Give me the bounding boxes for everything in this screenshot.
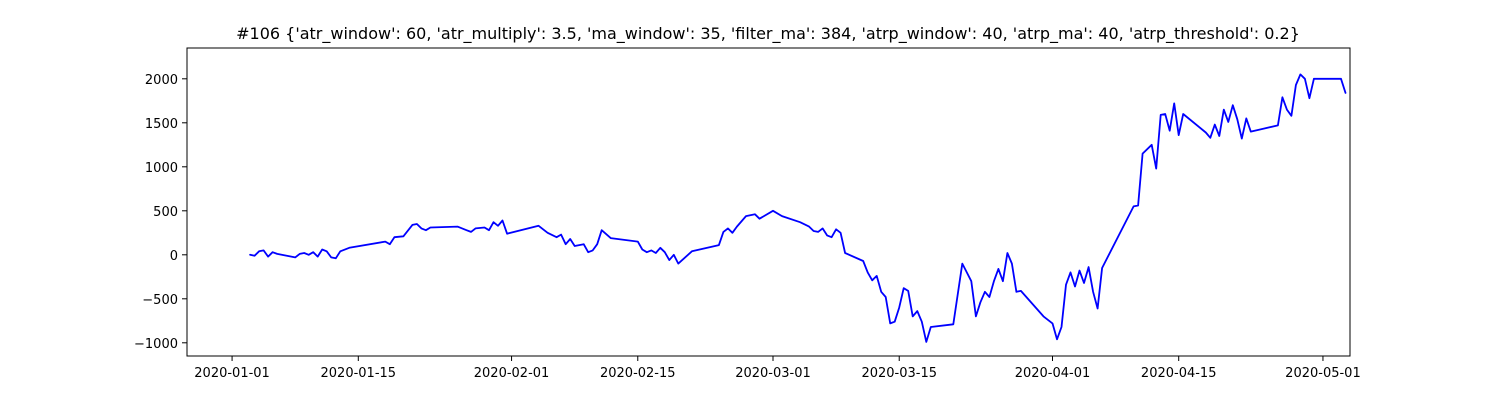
x-tick-label: 2020-04-01 <box>1015 366 1091 381</box>
series-line <box>249 73 1347 343</box>
x-axis: 2020-01-01 2020-01-15 2020-02-01 2020-02-15… <box>194 356 1361 381</box>
chart-title: #106 {'atr_window': 60, 'atr_multiply': … <box>236 24 1300 44</box>
y-tick-label: 1000 <box>145 161 178 176</box>
x-tick-label: 2020-03-01 <box>735 366 811 381</box>
plot-area <box>249 73 1347 343</box>
y-tick-label: 1500 <box>145 117 178 132</box>
y-tick-label: 0 <box>170 249 178 264</box>
y-tick-label: 500 <box>153 205 178 220</box>
y-tick-label: −1000 <box>134 337 178 352</box>
x-tick-label: 2020-01-15 <box>321 366 397 381</box>
x-tick-label: 2020-03-15 <box>861 366 937 381</box>
x-tick-label: 2020-01-01 <box>194 366 270 381</box>
y-tick-label: −500 <box>142 293 178 308</box>
x-tick-label: 2020-04-15 <box>1141 366 1217 381</box>
x-tick-label: 2020-02-01 <box>474 366 550 381</box>
y-tick-label: 2000 <box>145 73 178 88</box>
y-axis: −1000 −500 0 500 1000 1500 2000 <box>134 73 187 352</box>
plot-frame <box>186 47 1351 357</box>
x-tick-label: 2020-02-15 <box>600 366 676 381</box>
x-tick-label: 2020-05-01 <box>1285 366 1361 381</box>
